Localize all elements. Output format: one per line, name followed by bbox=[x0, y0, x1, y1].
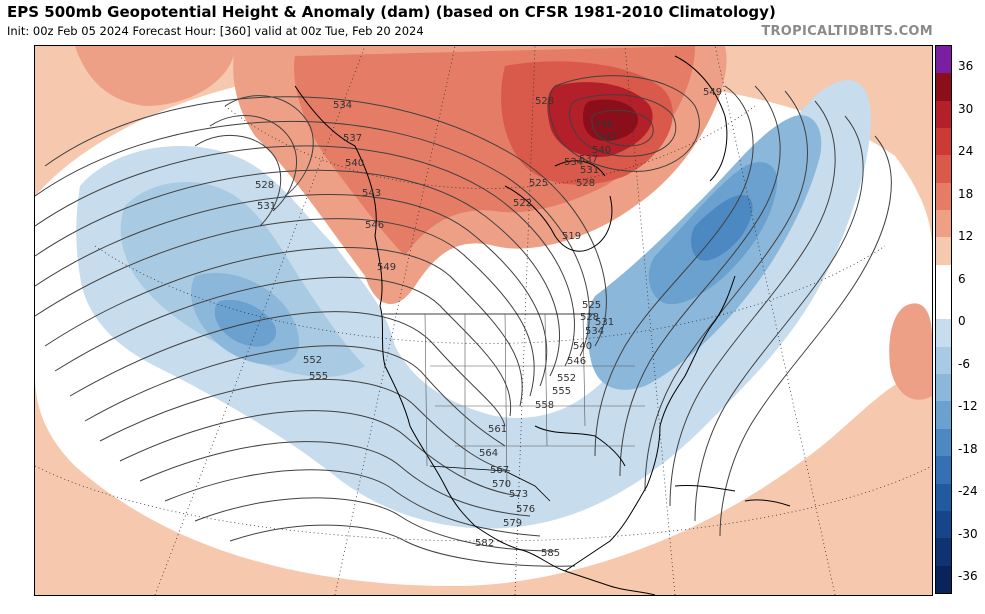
colorbar-tick-label: 6 bbox=[958, 271, 966, 286]
colorbar-tick-label: -30 bbox=[958, 526, 978, 541]
contour-label: 528 bbox=[535, 96, 554, 107]
brand-watermark: TROPICALTIDBITS.COM bbox=[761, 24, 933, 39]
colorbar-segment bbox=[936, 483, 951, 511]
contour-label: 528 bbox=[580, 312, 599, 323]
colorbar-segment bbox=[936, 538, 951, 566]
graticule bbox=[35, 46, 932, 595]
contour-label: 543 bbox=[598, 132, 617, 143]
colorbar-segment bbox=[936, 456, 951, 484]
colorbar-segment bbox=[936, 237, 951, 265]
contour-label: 555 bbox=[309, 371, 328, 382]
height-contours bbox=[35, 75, 892, 567]
contour-label: 546 bbox=[594, 119, 613, 130]
colorbar-segment bbox=[936, 565, 951, 593]
contour-label: 546 bbox=[365, 220, 384, 231]
colorbar-segment bbox=[936, 46, 951, 74]
contour-label: 534 bbox=[585, 326, 604, 337]
colorbar-tick-label: -24 bbox=[958, 484, 978, 498]
colorbar-tick-label: 0 bbox=[958, 314, 966, 328]
contour-label: 534 bbox=[333, 100, 352, 111]
contour-label: 555 bbox=[552, 386, 571, 397]
atlantic-positive-anomaly bbox=[889, 303, 932, 400]
anomaly-colorbar bbox=[935, 45, 952, 594]
colorbar-segment bbox=[936, 155, 951, 183]
contour-label: 582 bbox=[475, 538, 494, 549]
colorbar-segment bbox=[936, 292, 951, 320]
colorbar-segment bbox=[936, 428, 951, 457]
contour-label: 519 bbox=[562, 231, 581, 242]
contour-label: 546 bbox=[567, 356, 586, 367]
state-borders bbox=[424, 313, 645, 487]
colorbar-tick-label: -6 bbox=[958, 356, 970, 371]
contour-label: 522 bbox=[513, 198, 532, 209]
colorbar-tick-label: -12 bbox=[958, 399, 978, 413]
colorbar-tick-label: 36 bbox=[958, 59, 974, 73]
contour-label: 570 bbox=[492, 479, 511, 490]
contour-label: 567 bbox=[490, 465, 509, 476]
coastlines bbox=[294, 55, 791, 595]
colorbar-segment bbox=[936, 264, 951, 293]
colorbar-tick-label: 12 bbox=[958, 229, 974, 243]
contour-label: 579 bbox=[503, 518, 522, 529]
colorbar-segment bbox=[936, 100, 951, 129]
colorbar-segment bbox=[936, 346, 951, 375]
eastern-trough-core bbox=[691, 195, 753, 261]
colorbar-segment bbox=[936, 401, 951, 429]
colorbar-segment bbox=[936, 319, 951, 347]
ridge-anomaly-max bbox=[583, 99, 639, 141]
colorbar-segment bbox=[936, 73, 951, 101]
contour-label: 564 bbox=[479, 448, 498, 459]
colorbar-segment bbox=[936, 510, 951, 539]
contour-label: 528 bbox=[255, 180, 274, 191]
colorbar-tick-label: -36 bbox=[958, 569, 978, 583]
contour-label: 576 bbox=[516, 504, 535, 515]
map-title: EPS 500mb Geopotential Height & Anomaly … bbox=[7, 3, 776, 21]
contour-label: 540 bbox=[573, 341, 592, 352]
colorbar-labels: 36 30 24 18 12 6 0 -6 -12 -18 -24 -30 -36 bbox=[956, 45, 985, 594]
colorbar-tick-label: 24 bbox=[958, 144, 974, 158]
contour-label: 528 bbox=[576, 178, 595, 189]
contour-labels: 528 528 531 534 537 540 543 546 549 552 … bbox=[255, 87, 722, 559]
map-canvas: 528 528 531 534 537 540 543 546 549 552 … bbox=[35, 46, 932, 595]
colorbar-segment bbox=[936, 374, 951, 402]
colorbar-tick-label: 18 bbox=[958, 186, 974, 201]
contour-label: 558 bbox=[535, 400, 554, 411]
contour-label: 552 bbox=[557, 373, 576, 384]
contour-label: 552 bbox=[303, 355, 322, 366]
contour-label: 531 bbox=[595, 317, 614, 328]
colorbar-tick-label: -18 bbox=[958, 441, 978, 456]
aleutian-positive-anomaly bbox=[75, 46, 235, 106]
contour-label: 561 bbox=[488, 424, 507, 435]
contour-label: 585 bbox=[541, 548, 560, 559]
contour-label: 543 bbox=[362, 188, 381, 199]
contour-label: 540 bbox=[592, 145, 611, 156]
contour-label: 549 bbox=[377, 262, 396, 273]
map-subtitle: Init: 00z Feb 05 2024 Forecast Hour: [36… bbox=[7, 24, 424, 38]
contour-label: 573 bbox=[509, 489, 528, 500]
contour-label: 525 bbox=[529, 178, 548, 189]
colorbar-segment bbox=[936, 182, 951, 211]
contour-label: 537 bbox=[579, 154, 598, 165]
contour-label: 549 bbox=[703, 87, 722, 98]
trough-anomaly-outer bbox=[76, 79, 871, 529]
colorbar-tick-label: 30 bbox=[958, 101, 974, 116]
contour-label: 525 bbox=[582, 300, 601, 311]
colorbar-segment bbox=[936, 210, 951, 238]
contour-label: 531 bbox=[257, 201, 276, 212]
colorbar-segment bbox=[936, 128, 951, 156]
map-panel: 528 528 531 534 537 540 543 546 549 552 … bbox=[34, 45, 933, 596]
contour-label: 534 bbox=[564, 157, 583, 168]
contour-label: 540 bbox=[345, 158, 364, 169]
contour-label: 531 bbox=[580, 165, 599, 176]
contour-label: 537 bbox=[343, 133, 362, 144]
